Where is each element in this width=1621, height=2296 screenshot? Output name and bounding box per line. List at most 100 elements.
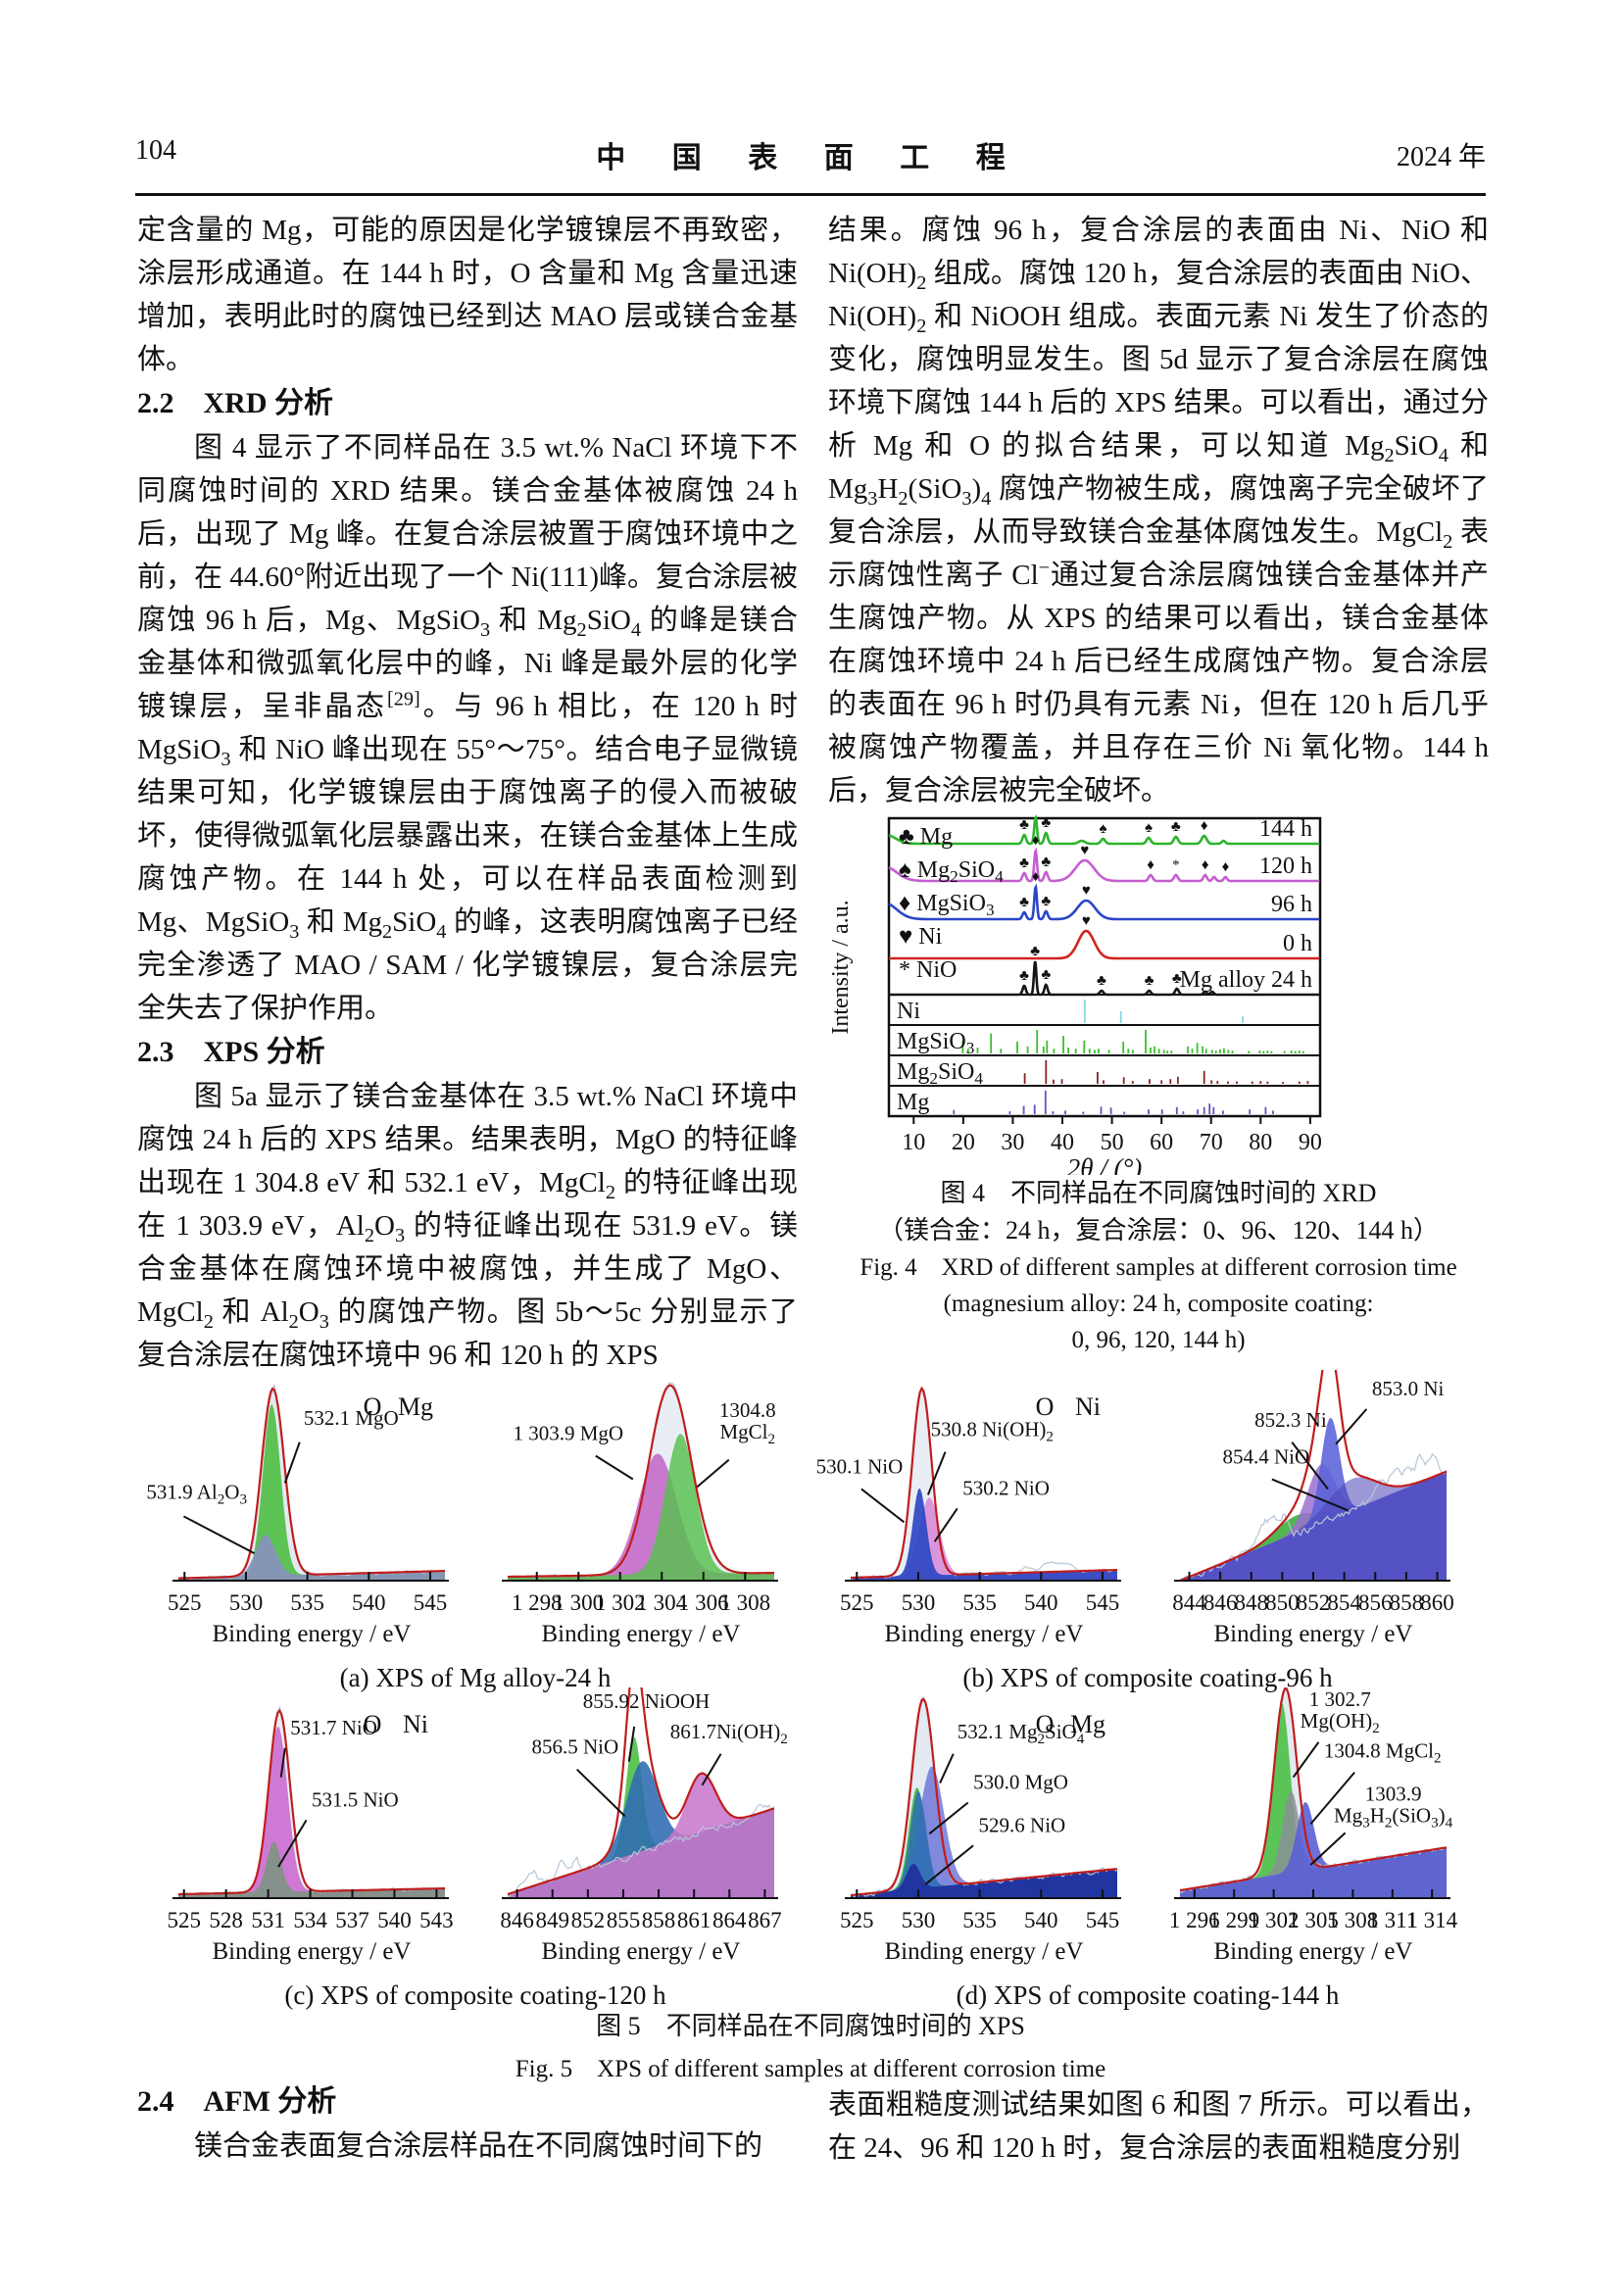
component-NiO-531.7 [178,1726,445,1898]
chart-shape: ♣ [1145,973,1154,989]
chart-shape: 531.5 NiO [312,1787,399,1811]
chart-label: 855.92 NiOOH [583,1689,711,1713]
chart-label: 120 h [1259,854,1312,879]
chart-shape: 532.1 MgO [304,1406,399,1430]
chart-shape: 10 [902,1130,925,1155]
chart-shape: 860 [1420,1590,1454,1615]
chart-shape: 540 [1024,1590,1058,1615]
chart-shape: 528 [209,1908,243,1932]
chart-shape: ♠ [1145,820,1153,836]
chart-shape: Binding energy / eV [1214,1621,1413,1647]
chart-shape: ♠ Mg2​SiO4​ [899,857,1004,886]
chart-label: Binding energy / eV [213,1621,412,1647]
fig5-caption-en: Fig. 5 XPS of different samples at diffe… [515,2056,1106,2082]
chart-shape: 1 299 [1208,1908,1259,1932]
chart-shape: 535 [962,1590,997,1615]
chart-shape: 2 [1046,1430,1054,1445]
chart-label: 852 [1297,1590,1331,1615]
chart-label: Mg [897,1090,929,1115]
chart-shape: 120 h [1259,854,1312,879]
chart-label: Binding energy / eV [885,1621,1084,1647]
chart-shape: 855 [607,1908,641,1932]
component-NiO-531.5 [178,1841,445,1898]
chart-shape: 2θ / (°) [1067,1153,1143,1175]
chart-shape: ♦ [1222,859,1230,875]
chart-shape: 530 [902,1590,936,1615]
chart-shape: ♣ [1019,895,1029,910]
chart-shape: Ni [403,1710,428,1738]
chart-label: 540 [352,1590,386,1615]
chart-label: 1 299 [1208,1908,1259,1932]
chart-shape: 3 [239,1491,247,1507]
chart-label: O [364,1710,382,1738]
chart-shape: * NiO [899,957,957,983]
chart-label: 855 [607,1908,641,1932]
right-column: 结果。腐蚀 96 h，复合涂层的表面由 Ni、NiO 和 Ni(OH)2 组成。… [828,209,1489,1358]
chart-shape: 2 [1037,1732,1045,1747]
chart-shape: 850 [1265,1590,1300,1615]
chart-label: ♣ [1019,895,1029,910]
chart-label: Ni [403,1710,428,1738]
chart-shape: 530 [902,1908,936,1932]
chart-shape: 849 [535,1908,569,1932]
chart-label: 531.9 Al2​O3​ [146,1480,247,1507]
fig5-panel-c: 525 528 531 534 537 540 543 Binding energy / eV… [137,1687,813,2013]
annotation-leader [1292,1741,1320,1779]
chart-label: ♦ MgSiO3​ [899,891,995,919]
chart-label: 543 [419,1908,454,1932]
chart-shape: MgCl [720,1420,768,1443]
chart-shape: 1 305 [1288,1908,1339,1932]
chart-label: 867 [748,1908,782,1932]
chart-shape: 90 [1299,1130,1322,1155]
fig5-panel-c-chart: 525 528 531 534 537 540 543 Binding energy / eV… [167,1687,788,1965]
chart-label: 80 [1249,1130,1272,1155]
chart-shape: 60 [1150,1130,1173,1155]
chart-shape: 2 [1385,1816,1393,1832]
chart-shape: 844 [1172,1590,1206,1615]
chart-shape: 848 [1234,1590,1268,1615]
chart-shape: ♦ [1202,857,1209,873]
chart-shape: 861.7Ni(OH) [670,1720,781,1743]
chart-shape: ♦ [1032,869,1040,885]
chart-label: 864 [712,1908,747,1932]
chart-shape: 535 [962,1908,997,1932]
fig5-panel-b-caption: (b) XPS of composite coating-96 h [962,1663,1333,1692]
chart-shape: 2 [768,1432,776,1447]
chart-shape: 30 [1001,1130,1024,1155]
chart-shape: 40 [1051,1130,1074,1155]
chart-label: * [1172,857,1180,873]
chart-shape: 1 302 [1249,1908,1300,1932]
chart-label: 1 305 [1288,1908,1339,1932]
chart-shape: ♦ [1147,857,1154,873]
chart-shape: 530 [229,1590,264,1615]
chart-shape: Binding energy / eV [885,1938,1084,1965]
chart-shape: ♣ [1145,973,1154,989]
chart-label: 96 h [1271,892,1312,917]
paragraph: 图 4 显示了不同样品在 3.5 wt.% NaCl 环境下不同腐蚀时间的 XR… [137,432,799,1024]
chart-label: 531.5 NiO [312,1787,399,1811]
annotation-leader [182,1515,255,1555]
chart-shape: ♥ Ni [899,924,943,950]
paragraph: 图 5a 显示了镁合金基体在 3.5 wt.% NaCl 环境中腐蚀 24 h … [137,1081,798,1371]
chart-label: 530 [902,1590,936,1615]
figure-4: ♣♦♣♠♠♣♦144 h♣♦♣♥♦*♦♦120 h♣♦♣♥96 h♥0 h♣♣♣… [828,814,1489,1358]
chart-label: 545 [1086,1590,1120,1615]
annotation-leader [1271,1478,1349,1512]
chart-shape: ♣ [1097,973,1106,989]
chart-shape: 60 [1150,1130,1173,1155]
chart-label: O [364,1392,382,1421]
chart-shape: 2 [950,867,958,886]
chart-shape: 853.0 Ni [1372,1377,1445,1400]
chart-shape: O [364,1392,382,1421]
chart-label: 1 308 [719,1590,770,1615]
chart-shape: Binding energy / eV [213,1938,412,1965]
chart-shape: 532.1 Mg [958,1720,1038,1743]
chart-shape: 543 [419,1908,454,1932]
chart-shape: 1 298 [512,1590,563,1615]
chart-shape: 1 304 [636,1590,687,1615]
chart-label: 531.7 NiO [290,1716,377,1739]
annotation-leader [939,1753,955,1784]
chart-label: ♣ [1171,819,1181,835]
chart-label: 1 298 [512,1590,563,1615]
